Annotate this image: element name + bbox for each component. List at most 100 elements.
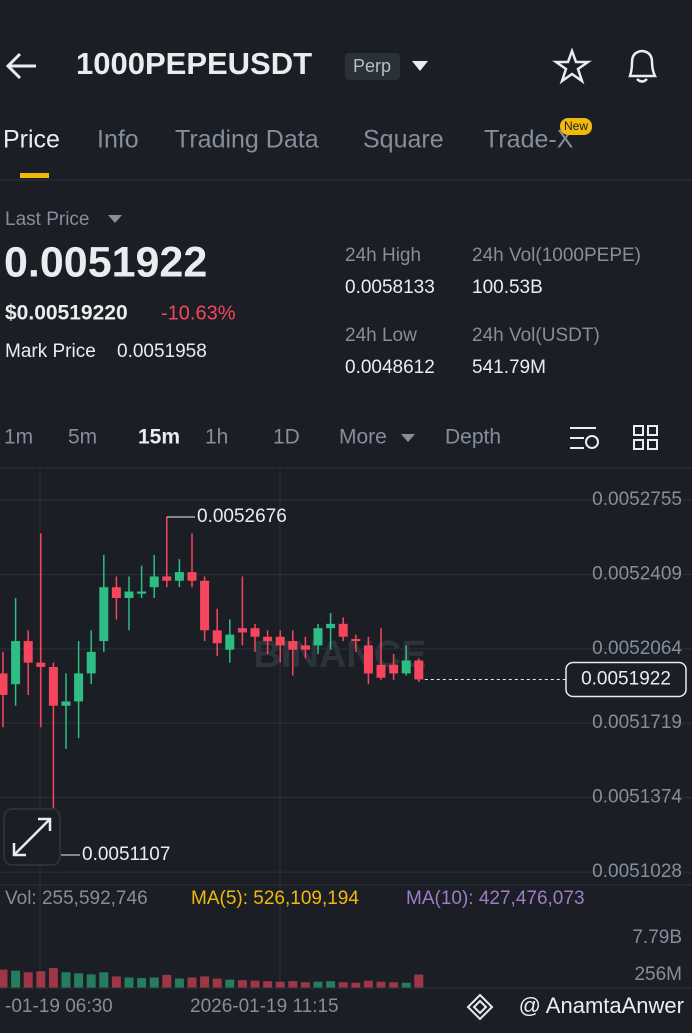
candle-body (363, 645, 373, 674)
badge-bg (345, 53, 400, 80)
candle-body (275, 636, 285, 646)
new-badge-bg (560, 118, 592, 135)
current-price: 0.0051922 (581, 668, 671, 689)
back-button[interactable] (5, 52, 36, 80)
volume-bar (389, 982, 399, 988)
candle-body (149, 576, 159, 588)
y-tick-label: 0.0051374 (592, 787, 682, 808)
volume-bar (212, 978, 222, 988)
interval[interactable]: Depth (445, 426, 501, 449)
dropdown[interactable] (108, 215, 122, 223)
volume-bar (74, 973, 84, 988)
volume-bar (300, 982, 310, 988)
symbol: 1000PEPEUSDT (76, 46, 312, 81)
stat-label: 24h Vol(USDT) (472, 325, 600, 346)
tab[interactable]: Square (363, 126, 444, 154)
logo (466, 993, 494, 1021)
interval[interactable]: 15m (138, 426, 180, 449)
volume-bar (200, 976, 210, 988)
volume-bar (23, 972, 33, 988)
price-change: -10.63% (161, 302, 236, 324)
volume-bar (363, 980, 373, 988)
y-tick-label: 0.0051028 (592, 861, 682, 882)
volume-label: Vol: 255,592,746 (5, 888, 148, 909)
candle-body (0, 673, 8, 695)
expand-icon (12, 817, 52, 857)
indicator-settings[interactable] (570, 427, 599, 449)
candle-body (376, 664, 386, 678)
interval[interactable]: 1m (4, 426, 33, 449)
y-tick-label: 0.0052409 (592, 564, 682, 585)
candle-body (389, 664, 399, 674)
candle-body (338, 623, 348, 637)
ma5-label: MA(5): 526,109,194 (191, 888, 359, 909)
candle-body (250, 628, 260, 637)
candle-body (99, 587, 109, 642)
candle-body (48, 666, 58, 706)
candle-body (200, 580, 210, 631)
interval[interactable]: 1h (205, 426, 228, 449)
interval[interactable]: 5m (68, 426, 97, 449)
tab[interactable]: Trading Data (175, 126, 319, 154)
volume-scale: 256M (634, 964, 682, 985)
mark-price-label: Mark Price (5, 341, 96, 362)
current-price-box (565, 661, 687, 698)
volume-bar (36, 971, 46, 988)
candle-body (124, 591, 134, 598)
interval[interactable]: More (339, 426, 387, 449)
volume-bar (338, 982, 348, 988)
credit: @ AnamtaAnwer (519, 993, 684, 1018)
volume-bar (48, 968, 58, 988)
price-chart: 0.0052755 0.0052409 0.0052064 0.0051719 0.00… (0, 489, 692, 988)
tab[interactable]: Price (3, 126, 60, 154)
mark-price: 0.0051958 (117, 341, 207, 362)
candle-body (187, 572, 197, 581)
candle-body (174, 572, 184, 581)
last-price-label: Last Price (5, 209, 89, 230)
volume-bar (263, 981, 273, 988)
high-label: 0.0052676 (197, 506, 287, 527)
candle-body (212, 630, 222, 644)
volume-bar (351, 982, 361, 988)
layout-button[interactable] (633, 425, 658, 450)
interval[interactable]: 1D (273, 426, 300, 449)
y-tick-label: 0.0052064 (592, 638, 682, 659)
volume-bar (124, 977, 134, 988)
volume-bar (149, 977, 159, 988)
volume-bar (275, 981, 285, 988)
favorite-button[interactable] (552, 47, 592, 85)
stat-value: 0.0048612 (345, 357, 435, 378)
stat-label: 24h Vol(1000PEPE) (472, 245, 641, 266)
volume-bar (11, 970, 21, 988)
stat-value: 541.79M (472, 357, 546, 378)
candle-body (137, 591, 147, 594)
volume-bar (187, 977, 197, 988)
candle-body (74, 673, 84, 702)
candle-body (313, 628, 323, 646)
time-label: -01-19 06:30 (5, 996, 113, 1017)
candle-body (401, 660, 411, 674)
stat-value: 0.0058133 (345, 277, 435, 298)
alert-button[interactable] (628, 49, 658, 83)
y-tick-label: 0.0051719 (592, 712, 682, 733)
tab[interactable]: Info (97, 126, 139, 154)
stat-label: 24h High (345, 245, 421, 266)
volume-bar (401, 982, 411, 988)
candle-body (351, 638, 361, 642)
volume-bar (225, 979, 235, 988)
tab-indicator (20, 173, 49, 178)
new-badge: New (564, 119, 588, 133)
last-price: 0.0051922 (4, 238, 207, 286)
volume-bar (237, 980, 247, 988)
volume-bar (99, 972, 109, 988)
candle-body (237, 628, 247, 633)
tab[interactable]: Trade-X (484, 126, 574, 154)
volume-bar (414, 974, 424, 988)
volume-bar (288, 981, 298, 988)
dropdown[interactable] (401, 434, 415, 442)
stat-label: 24h Low (345, 325, 417, 346)
volume-bar (326, 981, 336, 988)
candle-body (300, 645, 310, 650)
dropdown[interactable] (412, 61, 428, 71)
